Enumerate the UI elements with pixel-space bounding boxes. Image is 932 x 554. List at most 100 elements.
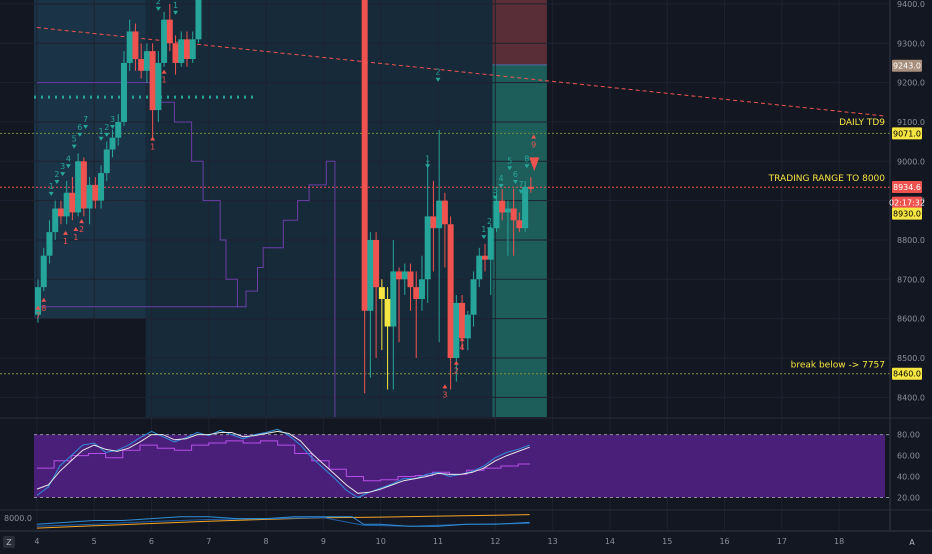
label-9243: 9243.0 [893, 62, 921, 71]
td-number: 2 [454, 367, 459, 376]
candle-body [35, 287, 42, 315]
zoom-button-box [3, 536, 15, 548]
td-up-marker [531, 134, 537, 139]
candle-body [178, 39, 185, 63]
td-number: 2 [156, 0, 161, 6]
td-down-marker [481, 235, 487, 240]
td-number: 7 [83, 115, 88, 124]
candle-body [470, 279, 477, 315]
td-up-marker [442, 384, 448, 389]
label-8934: 8934.6 [893, 183, 921, 192]
td-labels: 78123456712352111211121234123456789 [35, 0, 536, 399]
td-up-marker [459, 337, 465, 342]
candle-body [459, 302, 466, 339]
candle-body [396, 271, 403, 280]
label-8460: 8460.0 [893, 370, 921, 379]
bottom-blue-line-2 [36, 517, 530, 527]
td-number: 1 [150, 142, 155, 151]
candle-body [418, 279, 425, 299]
candle-body [40, 255, 47, 288]
candle-body [184, 39, 191, 60]
position-stop-zone [492, 0, 547, 65]
candle-body [464, 314, 471, 339]
candle-body [120, 62, 127, 122]
td-number: 1 [448, 351, 453, 360]
label-8930-box [892, 207, 922, 220]
td-down-marker [507, 166, 513, 171]
td-number: 1 [49, 182, 54, 191]
time-tick-label: 7 [206, 537, 211, 546]
candle-body [149, 51, 156, 111]
td-down-marker [173, 10, 179, 15]
auto-scale-icon: A [909, 538, 915, 547]
td-down-marker [65, 164, 71, 169]
td-number: 4 [460, 343, 465, 352]
candle-body [115, 121, 122, 138]
candle-body [361, 0, 368, 311]
candle-body [57, 208, 64, 217]
time-tick-label: 8 [264, 537, 269, 546]
td-number: 2 [104, 123, 109, 132]
td-number: 7 [519, 180, 524, 189]
price-tick-label: 8400.0 [897, 393, 925, 402]
time-tick-label: 9 [321, 537, 326, 546]
td-number: 5 [507, 156, 512, 165]
candle-body [195, 0, 202, 40]
td-number: 1 [73, 233, 78, 242]
rsi-tick-label: 40.00 [897, 473, 920, 482]
candle-body [132, 31, 139, 60]
td-down-marker [512, 180, 518, 185]
time-tick-label: 16 [719, 537, 729, 546]
candle-body [92, 184, 99, 201]
candle-body [527, 186, 534, 189]
candles [35, 0, 534, 394]
candle-body [407, 271, 414, 288]
td-up-marker [161, 69, 167, 74]
annotation-daily-td9: DAILY TD9 [839, 118, 885, 128]
price-tick-label: 8500.0 [897, 354, 925, 363]
trendline [36, 27, 886, 117]
candle-body [487, 228, 494, 260]
candle-body [155, 62, 162, 111]
price-tick-label: 9000.0 [897, 157, 925, 166]
td-down-marker [487, 227, 493, 232]
time-tick-label: 6 [149, 537, 154, 546]
td-down-marker [524, 164, 530, 169]
time-tick-label: 18 [834, 537, 844, 546]
td-number: 9 [531, 141, 536, 150]
price-tick-label: 8600.0 [897, 315, 925, 324]
sell-signal-arrow [529, 157, 540, 172]
label-9071: 9071.0 [893, 129, 921, 138]
td-up-marker [448, 344, 454, 349]
td-down-marker [104, 132, 110, 137]
rsi-tick-label: 20.00 [897, 494, 920, 503]
td-number: 2 [435, 68, 440, 77]
rsi-band [34, 434, 885, 498]
candle-body [401, 271, 408, 280]
td-down-marker [77, 132, 83, 137]
candle-body [161, 19, 168, 63]
candle-body [138, 59, 145, 71]
candle-body [510, 208, 517, 221]
candle-body [52, 208, 59, 233]
price-tick-label: 9200.0 [897, 79, 925, 88]
candle-body [69, 192, 76, 213]
label-8930: 8930.0 [893, 210, 921, 219]
td-number: 8 [41, 304, 46, 313]
td-down-marker [425, 164, 431, 169]
td-down-marker [498, 183, 504, 188]
td-number: 2 [487, 217, 492, 226]
candle-body [166, 19, 173, 44]
price-tick-label: 8800.0 [897, 236, 925, 245]
annotations: DAILY TD9 TRADING RANGE TO 8000 break belo… [768, 118, 886, 370]
candle-body [504, 208, 511, 213]
candle-body [98, 173, 105, 201]
td-number: 2 [54, 170, 59, 179]
td-number: 6 [513, 170, 518, 179]
candle-body [441, 200, 448, 225]
annotation-break-below: break below -> 7757 [791, 360, 885, 370]
candle-body [373, 239, 380, 288]
td-up-marker [453, 360, 459, 365]
